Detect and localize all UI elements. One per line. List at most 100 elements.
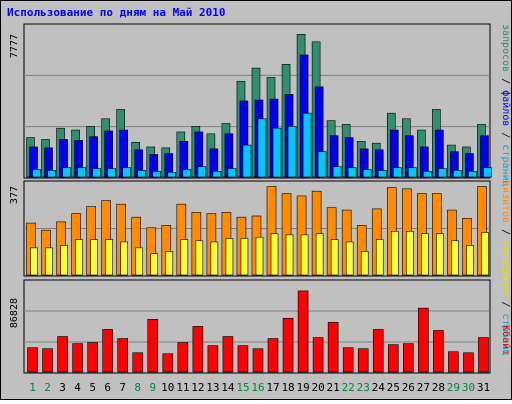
bar-kbytes-11	[177, 342, 189, 373]
panel-kbytes: 86828 Кбайт	[9, 279, 512, 374]
panel-bottom-bars	[24, 290, 490, 373]
bar-посещений-30	[466, 245, 474, 276]
bar-посещений-25	[390, 231, 399, 276]
bar-посещений-14	[225, 238, 234, 276]
panel-top-legend: запросов / файлов / страниц	[500, 24, 512, 187]
bar-посещений-3	[60, 245, 68, 276]
legend-sep: /	[500, 223, 511, 241]
bar-посещений-24	[375, 239, 384, 276]
bar-kbytes-16	[252, 348, 264, 373]
bar-kbytes-28	[433, 330, 444, 373]
bar-страниц-13	[212, 171, 222, 178]
bar-страниц-22	[347, 167, 357, 178]
bar-посещений-2	[45, 247, 53, 276]
bar-страниц-12	[197, 166, 207, 178]
day-label-9: 9	[149, 381, 156, 394]
bar-страниц-2	[47, 170, 56, 178]
bar-страниц-10	[167, 172, 177, 178]
bar-посещений-5	[90, 239, 98, 276]
bar-посещений-9	[150, 253, 159, 276]
day-label-23: 23	[357, 381, 370, 394]
bar-страниц-14	[227, 168, 237, 178]
day-label-22: 22	[342, 381, 355, 394]
bar-страниц-4	[77, 167, 86, 178]
bar-посещений-7	[120, 241, 128, 276]
legend-kbytes: Кбайт	[500, 325, 512, 355]
bar-kbytes-22	[342, 347, 354, 373]
panel-visits-sites: 377 визитов / посещений / страниц	[9, 180, 512, 356]
legend-sep: /	[500, 72, 511, 90]
bar-посещений-22	[345, 241, 354, 276]
bar-посещений-11	[180, 239, 189, 276]
bar-kbytes-17	[267, 338, 279, 373]
bar-посещений-27	[421, 233, 429, 276]
day-label-31: 31	[477, 381, 490, 394]
bar-kbytes-19	[297, 290, 309, 373]
day-label-13: 13	[206, 381, 219, 394]
day-label-30: 30	[462, 381, 475, 394]
bar-kbytes-4	[72, 343, 83, 373]
bar-страниц-30	[468, 171, 477, 178]
panel-top-max-label: 7777	[9, 34, 20, 58]
bar-kbytes-20	[312, 337, 324, 373]
bar-страниц-7	[122, 167, 131, 178]
bar-страниц-18	[287, 126, 297, 178]
bar-страниц-31	[483, 167, 492, 178]
day-label-6: 6	[104, 381, 111, 394]
bar-посещений-8	[135, 247, 144, 276]
bar-kbytes-15	[237, 345, 249, 373]
bar-страниц-8	[137, 170, 147, 178]
day-label-28: 28	[432, 381, 445, 394]
day-labels: 1 2 3 4 5 6 7 8 9 10 11 12 13 14 15 16 17 18 19 20 21 22 23 24 2…	[29, 381, 490, 394]
bar-kbytes-31	[478, 337, 489, 373]
legend-pages: страниц	[500, 144, 511, 186]
panel-hits-files-pages: 7777 запросов / файлов / страниц	[9, 23, 512, 187]
panel-middle-legend: визитов / посещений / страниц	[500, 181, 512, 356]
panel-middle-max-label: 377	[9, 186, 20, 204]
bar-kbytes-29	[448, 351, 459, 373]
bar-kbytes-12	[192, 326, 204, 373]
day-label-20: 20	[312, 381, 325, 394]
bar-kbytes-7	[117, 338, 128, 373]
bar-страниц-15	[242, 144, 252, 178]
day-label-29: 29	[447, 381, 460, 394]
day-label-2: 2	[44, 381, 51, 394]
bar-страниц-3	[62, 167, 71, 178]
bar-kbytes-8	[132, 352, 144, 373]
bar-посещений-12	[195, 240, 204, 276]
bar-kbytes-1	[27, 347, 38, 373]
bar-kbytes-2	[42, 348, 53, 373]
day-label-21: 21	[327, 381, 340, 394]
bar-посещений-20	[315, 233, 324, 276]
day-label-24: 24	[372, 381, 386, 394]
bar-страниц-24	[377, 170, 387, 178]
bar-страниц-29	[453, 170, 462, 178]
bar-страниц-11	[182, 169, 192, 178]
bar-страниц-28	[438, 168, 447, 178]
panel-bottom-max-label: 86828	[9, 298, 20, 328]
legend-sites: посещений	[500, 241, 512, 295]
bar-посещений-1	[30, 247, 38, 276]
day-label-25: 25	[387, 381, 400, 394]
bar-страниц-9	[152, 171, 162, 178]
bar-страниц-19	[302, 112, 312, 178]
bar-посещений-6	[105, 239, 113, 276]
bar-посещений-28	[436, 233, 444, 276]
day-label-10: 10	[161, 381, 174, 394]
bar-kbytes-3	[57, 336, 68, 373]
bar-kbytes-13	[207, 345, 219, 373]
legend-sep: /	[500, 126, 511, 144]
bar-kbytes-26	[403, 343, 414, 373]
bar-посещений-17	[270, 233, 279, 276]
bar-страниц-1	[32, 169, 41, 178]
bar-посещений-16	[255, 236, 264, 276]
bar-kbytes-25	[387, 344, 399, 373]
day-label-7: 7	[119, 381, 126, 394]
day-label-15: 15	[236, 381, 249, 394]
bar-kbytes-30	[463, 352, 474, 373]
bar-kbytes-10	[162, 353, 174, 373]
day-label-11: 11	[176, 381, 189, 394]
bar-страниц-23	[362, 169, 372, 178]
